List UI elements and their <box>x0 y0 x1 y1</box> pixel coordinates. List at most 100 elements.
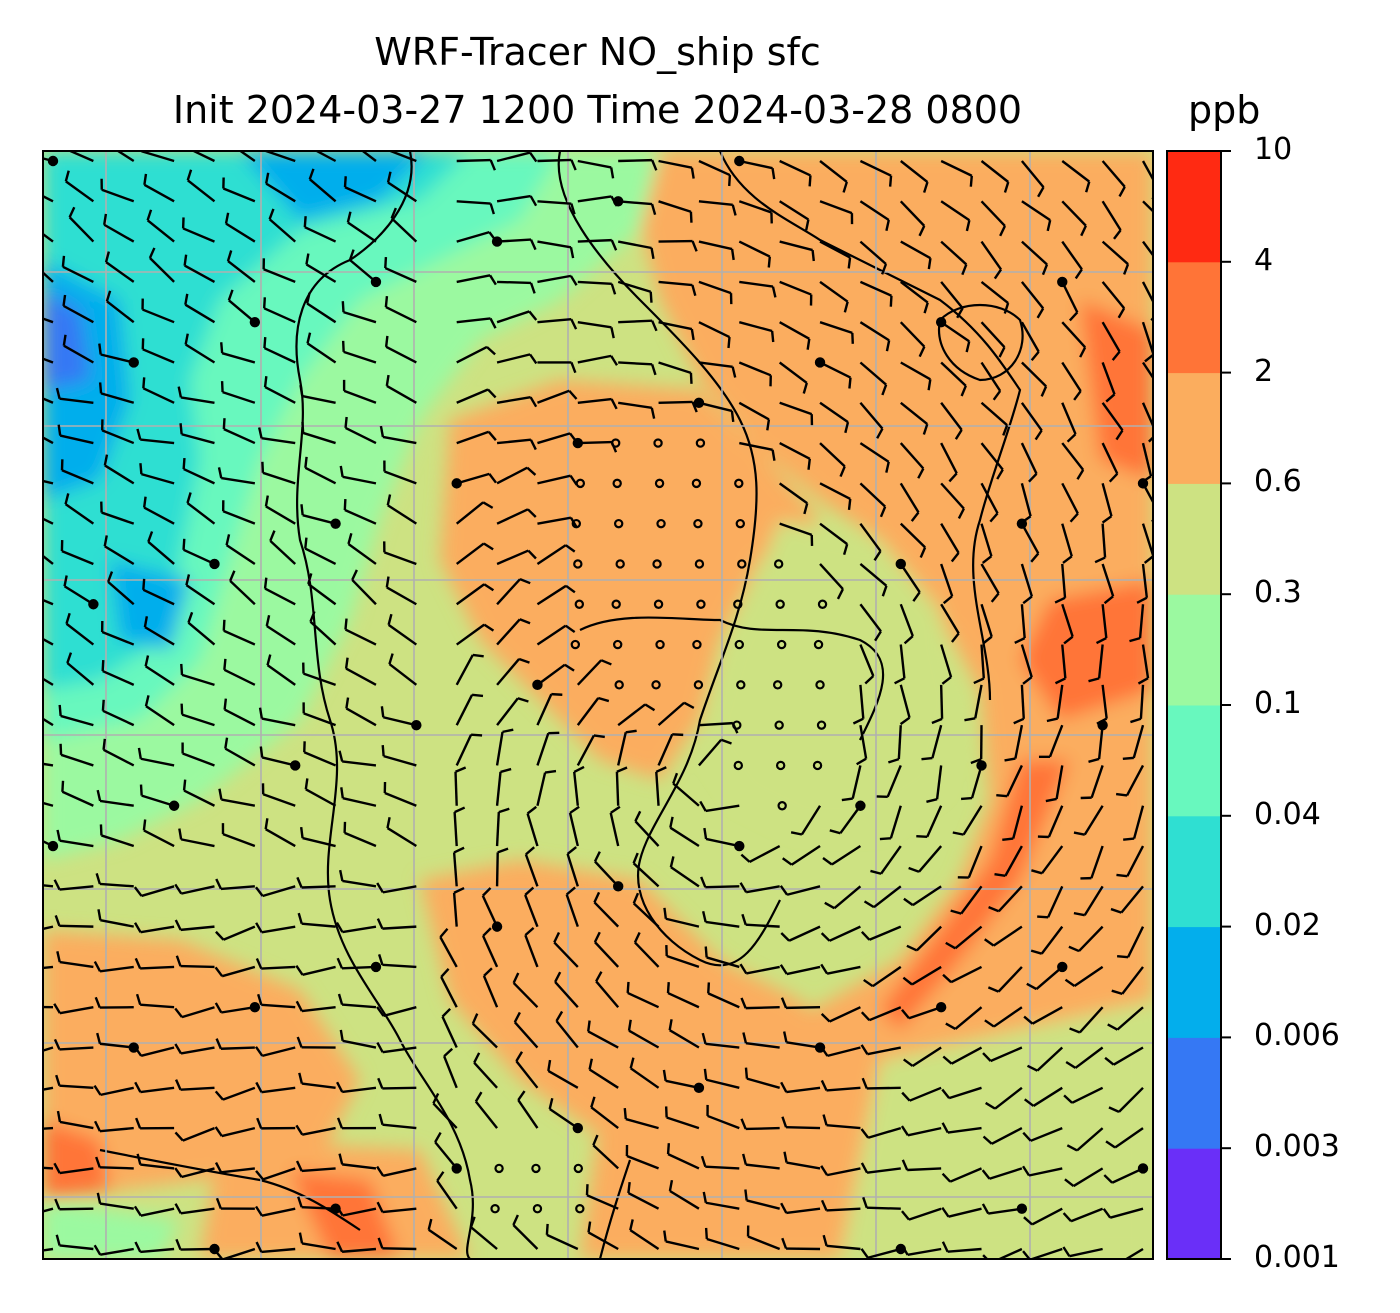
wind-barb-dot <box>572 1122 584 1134</box>
wind-barb-feather <box>1030 350 1040 361</box>
wind-barb-staff <box>345 707 377 727</box>
wind-barb-feather <box>780 932 790 942</box>
wind-barb-staff <box>1020 483 1032 517</box>
wind-barb-staff <box>265 828 296 848</box>
wind-barb-feather <box>107 571 114 583</box>
wind-barb-staff <box>1020 402 1043 432</box>
wind-barb-staff <box>592 1144 620 1170</box>
wind-barb-feather <box>513 1011 521 1023</box>
coastlines <box>99 151 1024 1259</box>
wind-barb-feather <box>214 966 224 977</box>
wind-barb-feather <box>93 1084 102 1096</box>
wind-barb-staff <box>302 514 336 525</box>
wind-barb-staff <box>224 747 256 767</box>
wind-barb-staff <box>262 1167 296 1181</box>
wind-barb-feather <box>824 901 835 910</box>
wind-barb-staff <box>940 321 970 343</box>
wind-barb-staff <box>140 1086 175 1094</box>
colorbar-segment <box>1167 151 1221 263</box>
wind-barb-feather <box>984 938 995 947</box>
wind-barb-feather <box>981 1169 991 1180</box>
wind-barb-staff <box>618 319 653 324</box>
wind-barb-feather <box>610 239 618 251</box>
wind-barb-staff <box>537 200 572 205</box>
wind-barb-staff <box>43 1247 54 1252</box>
wind-barb-feather <box>487 431 497 441</box>
wind-barb-feather <box>469 1216 476 1228</box>
wind-barb-feather <box>1066 433 1077 443</box>
wind-barb-feather <box>600 659 612 666</box>
wind-barb-feather <box>1034 429 1043 441</box>
wind-barb-staff <box>962 805 983 836</box>
wind-barb-staff <box>342 879 377 888</box>
wind-barb-feather <box>629 1057 635 1069</box>
wind-barb-staff <box>382 1086 417 1090</box>
wind-barb-feather <box>174 919 182 931</box>
wind-barb-feather <box>921 756 933 761</box>
wind-barb-staff <box>940 523 960 554</box>
wind-barb-staff <box>59 1046 94 1051</box>
wind-barb-staff <box>698 321 731 339</box>
wind-barb-staff <box>261 437 296 445</box>
wind-barb-feather <box>969 175 973 187</box>
wind-barb-staff <box>587 1030 619 1049</box>
wind-barb-feather <box>1022 1165 1031 1177</box>
wind-barb-staff <box>859 442 890 463</box>
wind-barb-feather <box>1115 429 1124 441</box>
wind-barb-staff <box>496 466 528 485</box>
wind-barb-feather <box>1037 915 1049 919</box>
wind-barb-staff <box>517 1099 539 1129</box>
wind-barb-feather <box>989 512 999 523</box>
wind-barb-staff <box>262 885 296 898</box>
wind-barb-staff <box>989 1167 1023 1180</box>
wind-barb-staff <box>918 845 943 873</box>
wind-barb-feather <box>1030 949 1043 955</box>
wind-barb-staff <box>618 401 652 410</box>
wind-barb-feather <box>519 578 531 585</box>
wind-barb-feather <box>214 1162 223 1173</box>
wind-barb-feather <box>781 1237 788 1249</box>
wind-barb-staff <box>665 917 700 928</box>
wind-barb-staff <box>60 753 94 767</box>
wind-barb-feather <box>64 170 70 182</box>
wind-barb-feather <box>1013 717 1025 725</box>
wind-barb-feather <box>214 1002 223 1014</box>
wind-barb-staff <box>495 852 499 887</box>
wind-barb-feather <box>691 284 697 297</box>
wind-barb-feather <box>264 818 269 830</box>
wind-barb-feather <box>900 1125 909 1136</box>
wind-barb-feather <box>988 906 1000 913</box>
wind-barb-feather <box>1103 1174 1114 1184</box>
wind-barb-feather <box>297 1196 303 1208</box>
wind-barb-feather <box>820 1046 829 1057</box>
wind-barb-staff <box>627 991 660 1009</box>
wind-barb-staff <box>515 1060 539 1089</box>
calm-wind-circle <box>612 639 623 650</box>
wind-barb-feather <box>103 454 109 466</box>
wind-barb-staff <box>586 1194 619 1210</box>
wind-barb-feather <box>482 501 494 509</box>
wind-barb-feather <box>950 632 960 643</box>
calm-wind-circle <box>490 1204 500 1214</box>
wind-barb-staff <box>180 1247 215 1251</box>
wind-barb-staff <box>304 226 337 243</box>
wind-barb-staff <box>140 965 175 970</box>
wind-barb-staff <box>456 158 491 163</box>
wind-barb-feather <box>1117 954 1129 959</box>
wind-barb-feather <box>961 263 968 276</box>
wind-barb-staff <box>140 1247 175 1254</box>
wind-barb-staff <box>387 151 417 163</box>
wind-barb-feather <box>1073 831 1085 836</box>
wind-barb-staff <box>790 845 821 866</box>
wind-barb-staff <box>1138 604 1145 639</box>
wind-barb-feather <box>1003 302 1010 314</box>
calm-wind-circle <box>573 559 583 569</box>
wind-barb-staff <box>261 1247 296 1254</box>
wind-barb-feather <box>180 703 184 715</box>
wind-barb-feather <box>62 334 67 346</box>
wind-barb-feather <box>730 248 735 261</box>
wind-barb-feather <box>136 1153 142 1165</box>
wind-barb-feather <box>254 1046 264 1057</box>
wind-barb-staff <box>344 628 377 646</box>
